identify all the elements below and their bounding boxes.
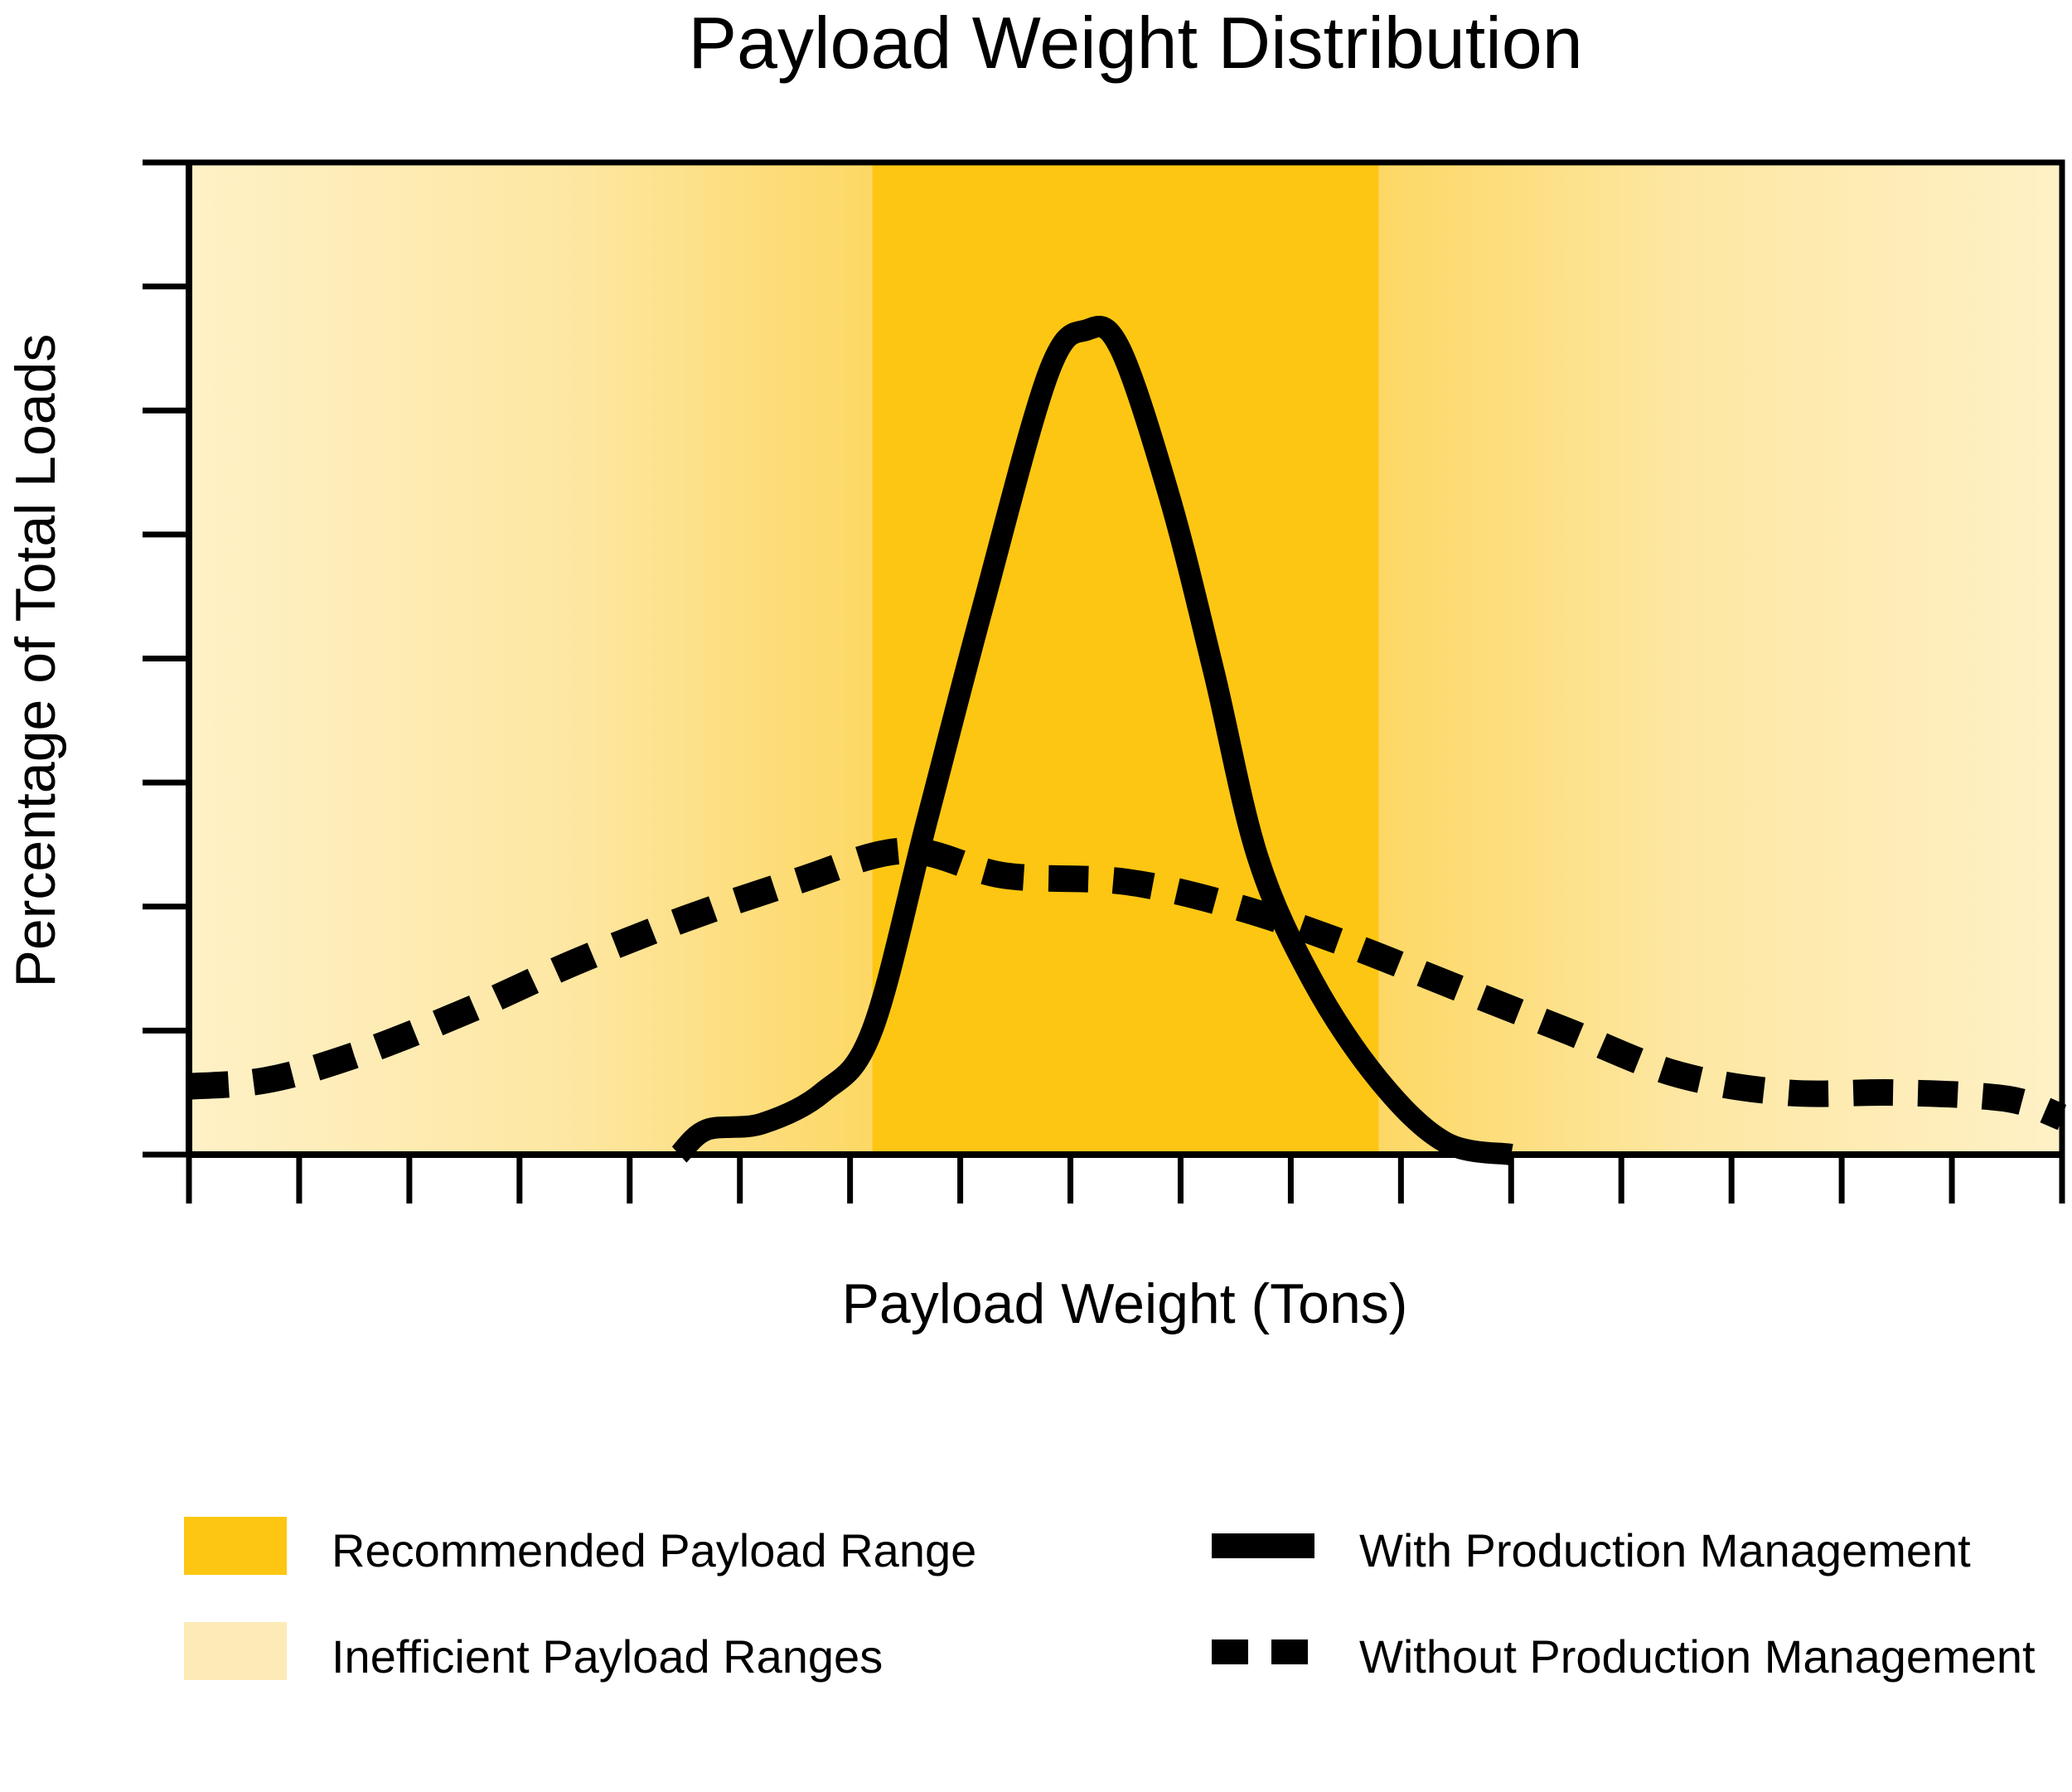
series-line-with-management (671, 316, 1513, 1165)
y-axis-label: Percentage of Total Loads (4, 334, 67, 988)
inefficient-band-1 (189, 162, 873, 1155)
legend: Recommended Payload Range Inefficient Pa… (184, 1517, 2036, 1683)
legend-label-inefficient: Inefficient Payload Ranges (332, 1630, 883, 1683)
x-axis-label: Payload Weight (Tons) (842, 1272, 1408, 1335)
chart-title: Payload Weight Distribution (688, 2, 1582, 84)
recommended-band (872, 162, 1379, 1155)
series-line-without-management (187, 837, 2067, 1131)
payload-range-bands (189, 162, 2062, 1155)
y-axis-ticks (143, 159, 189, 1158)
legend-swatch-recommended (184, 1517, 287, 1575)
legend-swatch-inefficient (184, 1622, 287, 1680)
legend-label-recommended: Recommended Payload Range (332, 1524, 976, 1576)
series-lines (187, 316, 2067, 1165)
legend-label-with-management: With Production Management (1359, 1524, 1971, 1576)
x-axis-ticks (186, 1155, 2065, 1204)
legend-label-without-management: Without Production Management (1359, 1630, 2036, 1683)
